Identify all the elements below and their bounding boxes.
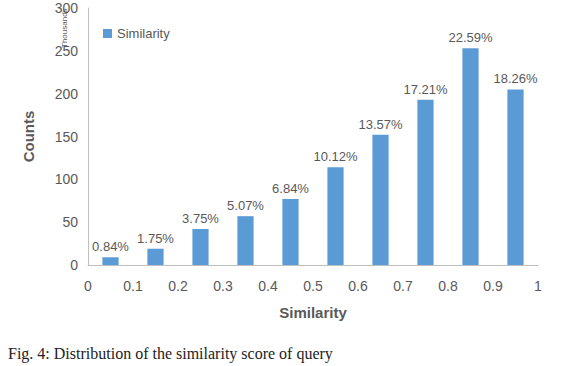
svg-text:0: 0	[84, 278, 92, 294]
svg-text:300: 300	[55, 0, 79, 16]
svg-text:0.3: 0.3	[213, 278, 233, 294]
svg-text:Fig. 4: Distribution of the si: Fig. 4: Distribution of the similarity s…	[8, 345, 333, 363]
svg-text:0: 0	[70, 257, 78, 273]
svg-text:18.26%: 18.26%	[493, 71, 538, 86]
svg-text:250: 250	[55, 43, 79, 59]
svg-text:Similarity: Similarity	[117, 26, 170, 41]
svg-text:5.07%: 5.07%	[227, 198, 264, 213]
svg-text:22.59%: 22.59%	[448, 30, 493, 45]
svg-text:0.6: 0.6	[348, 278, 368, 294]
svg-text:0.7: 0.7	[393, 278, 413, 294]
svg-text:0.5: 0.5	[303, 278, 323, 294]
svg-text:0.8: 0.8	[438, 278, 458, 294]
svg-text:150: 150	[55, 129, 79, 145]
svg-text:Counts: Counts	[20, 111, 37, 163]
svg-text:Similarity: Similarity	[279, 304, 347, 321]
svg-text:50: 50	[62, 214, 78, 230]
svg-text:100: 100	[55, 171, 79, 187]
svg-text:3.75%: 3.75%	[182, 211, 219, 226]
svg-text:1.75%: 1.75%	[137, 231, 174, 246]
svg-text:0.4: 0.4	[258, 278, 278, 294]
svg-text:0.9: 0.9	[483, 278, 503, 294]
svg-text:17.21%: 17.21%	[403, 82, 448, 97]
svg-text:1: 1	[534, 278, 542, 294]
svg-text:10.12%: 10.12%	[313, 149, 358, 164]
svg-text:6.84%: 6.84%	[272, 181, 309, 196]
svg-text:0.2: 0.2	[168, 278, 188, 294]
svg-text:13.57%: 13.57%	[358, 117, 403, 132]
svg-text:0.1: 0.1	[123, 278, 143, 294]
svg-text:0.84%: 0.84%	[92, 239, 129, 254]
svg-text:200: 200	[55, 86, 79, 102]
